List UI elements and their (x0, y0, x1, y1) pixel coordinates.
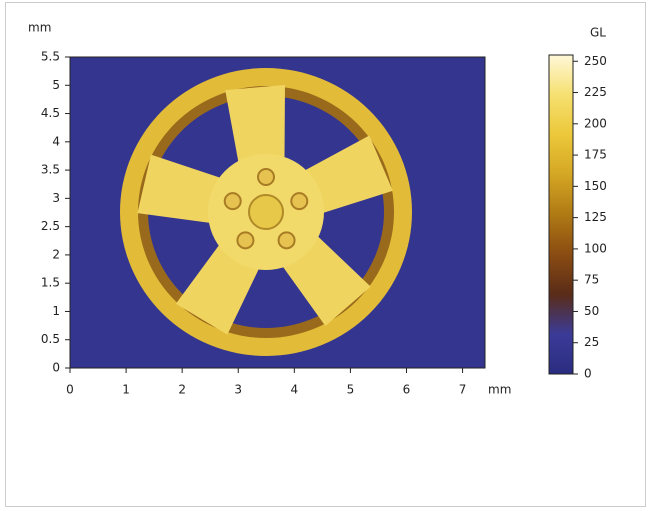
x-tick-label: 7 (459, 383, 467, 397)
x-tick-label: 0 (66, 383, 74, 397)
lug (223, 192, 242, 211)
y-tick-label: 5.5 (41, 50, 60, 64)
colorbar-tick-label: 175 (584, 148, 607, 162)
lug (236, 231, 255, 250)
colorbar-tick-label: 75 (584, 273, 599, 287)
x-tick-label: 2 (178, 383, 186, 397)
lug (290, 192, 309, 211)
colorbar-tick-label: 50 (584, 304, 599, 318)
x-tick-label: 6 (403, 383, 411, 397)
lug (257, 168, 275, 186)
y-tick-label: 4 (52, 134, 60, 148)
colorbar-tick-label: 250 (584, 54, 607, 68)
lug (277, 231, 296, 250)
y-tick-label: 2 (52, 247, 60, 261)
x-tick-label: 5 (347, 383, 355, 397)
center-cap (248, 194, 284, 230)
y-tick-label: 3.5 (41, 163, 60, 177)
x-tick-label: 1 (122, 383, 130, 397)
y-tick-label: 3 (52, 191, 60, 205)
colorbar-tick-label: 225 (584, 85, 607, 99)
y-tick-label: 1 (52, 304, 60, 318)
colorbar-tick-label: 200 (584, 116, 607, 130)
x-tick-label: 4 (291, 383, 299, 397)
colorbar-tick-label: 125 (584, 210, 607, 224)
y-tick-label: 1.5 (41, 276, 60, 290)
y-tick-label: 0.5 (41, 332, 60, 346)
heatmap-image (70, 57, 485, 368)
lugs (223, 168, 309, 250)
colorbar-tick-label: 25 (584, 335, 599, 349)
colorbar (548, 54, 574, 375)
colorbar-label: GL (590, 26, 606, 40)
x-axis-label: mm (488, 383, 511, 397)
plot-border (69, 56, 486, 369)
spoke (225, 84, 285, 175)
y-tick-label: 5 (52, 78, 60, 92)
y-tick-label: 4.5 (41, 106, 60, 120)
colorbar-tick-label: 100 (584, 241, 607, 255)
colorbar-tick-label: 150 (584, 179, 607, 193)
colorbar-tick-label: 0 (584, 367, 592, 381)
y-tick-label: 2.5 (41, 219, 60, 233)
y-axis-label: mm (28, 21, 51, 35)
y-tick-label: 0 (52, 361, 60, 375)
x-tick-label: 3 (234, 383, 242, 397)
